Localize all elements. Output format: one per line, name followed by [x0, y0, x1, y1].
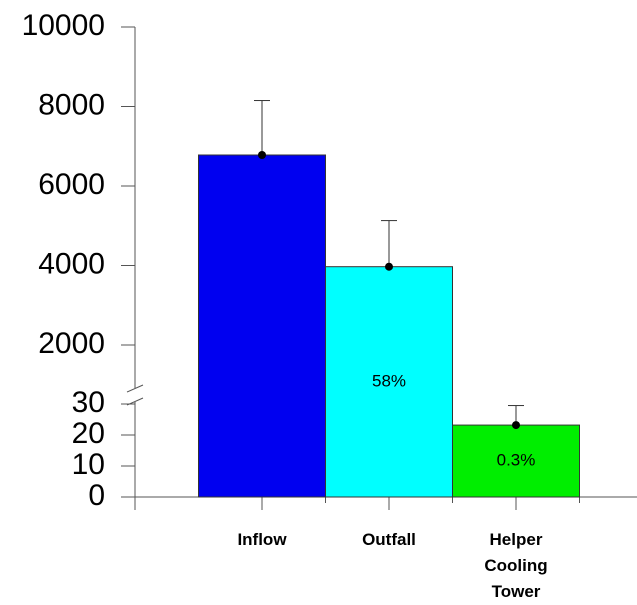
- bar: [325, 266, 453, 498]
- y-tick-label: 4000: [38, 247, 105, 280]
- y-tick-label: 0: [88, 479, 105, 512]
- bar-label: 58%: [372, 371, 406, 390]
- axis-break: [126, 384, 144, 393]
- bar-label: 0.3%: [497, 451, 536, 470]
- mean-dot: [385, 262, 393, 271]
- y-tick-label: 10000: [22, 9, 105, 42]
- mean-dot: [258, 150, 266, 159]
- y-tick-label: 30: [72, 386, 105, 419]
- y-tick-label: 20: [72, 417, 105, 450]
- y-tick-label: 2000: [38, 327, 105, 360]
- mean-dot: [512, 421, 520, 430]
- y-tick-label: 8000: [38, 88, 105, 121]
- x-tick-label: Helper Cooling Tower: [484, 530, 548, 601]
- bar: [198, 154, 326, 498]
- x-tick-label: Outfall: [362, 530, 416, 549]
- y-tick-label: 10: [72, 448, 105, 481]
- bar: [452, 424, 580, 498]
- x-tick-label: Inflow: [237, 530, 287, 549]
- y-tick-label: 6000: [38, 168, 105, 201]
